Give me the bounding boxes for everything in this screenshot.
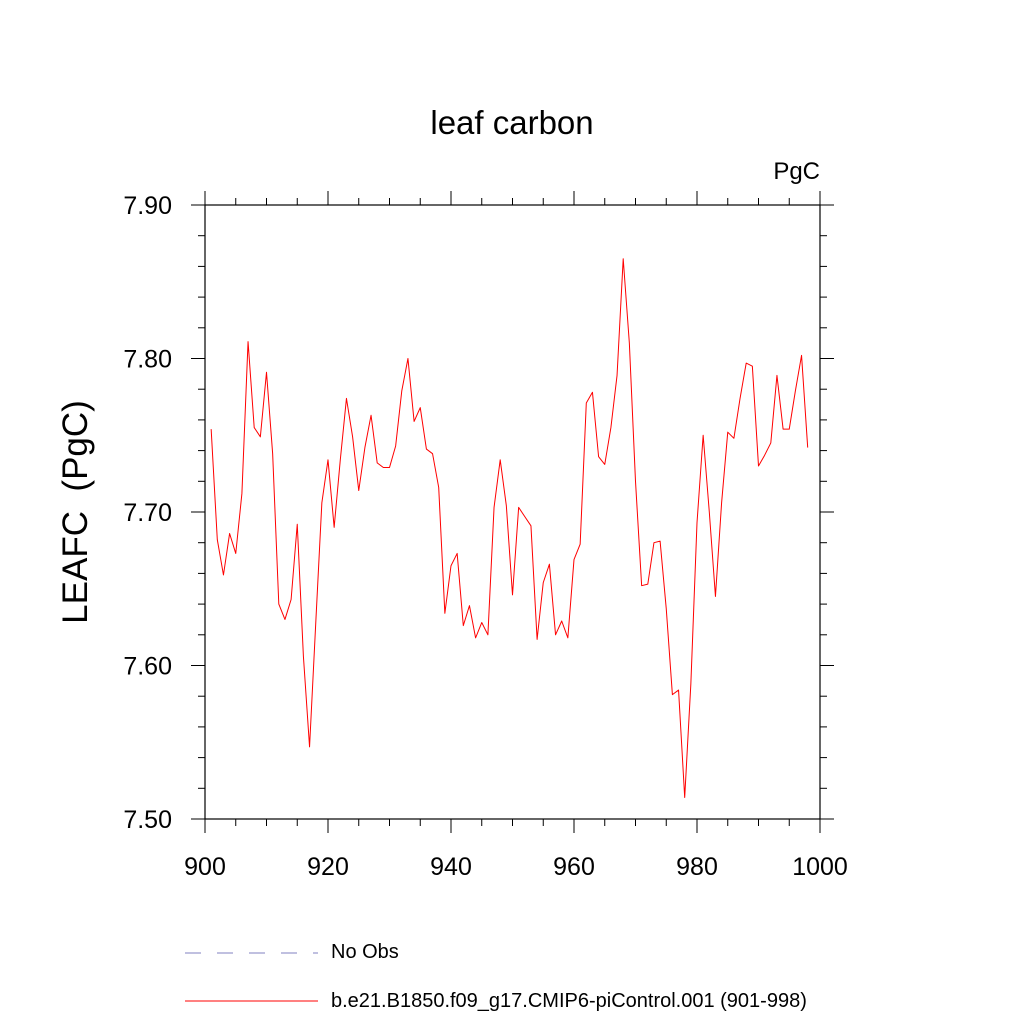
chart-title: leaf carbon xyxy=(430,104,594,141)
y-tick-label: 7.70 xyxy=(123,499,172,527)
legend-samples xyxy=(185,952,318,1002)
y-tick-label: 7.60 xyxy=(123,653,172,681)
x-tick-label: 940 xyxy=(430,853,472,881)
x-tick-label: 980 xyxy=(676,853,718,881)
x-tick-label: 900 xyxy=(184,853,226,881)
series-lines xyxy=(210,258,809,799)
y-tick-label: 7.90 xyxy=(123,192,172,220)
x-tick-label: 960 xyxy=(553,853,595,881)
legend-label-model-run: b.e21.B1850.f09_g17.CMIP6-piControl.001 … xyxy=(331,990,807,1012)
legend-label-no-obs: No Obs xyxy=(331,941,399,963)
x-tick-label: 1000 xyxy=(792,853,848,881)
y-tick-label: 7.80 xyxy=(123,346,172,374)
y-axis-label: LEAFC (PgC) xyxy=(56,400,95,624)
tick-labels: 900 920 940 960 980 1000 7.50 7.60 7.70 7.80 7.90 xyxy=(123,192,847,881)
y-tick-label: 7.50 xyxy=(123,806,172,834)
series-line-1 xyxy=(210,258,809,799)
axis-ticks xyxy=(191,191,834,833)
units-label: PgC xyxy=(773,158,820,185)
x-tick-label: 920 xyxy=(307,853,349,881)
plot-frame xyxy=(204,204,821,820)
